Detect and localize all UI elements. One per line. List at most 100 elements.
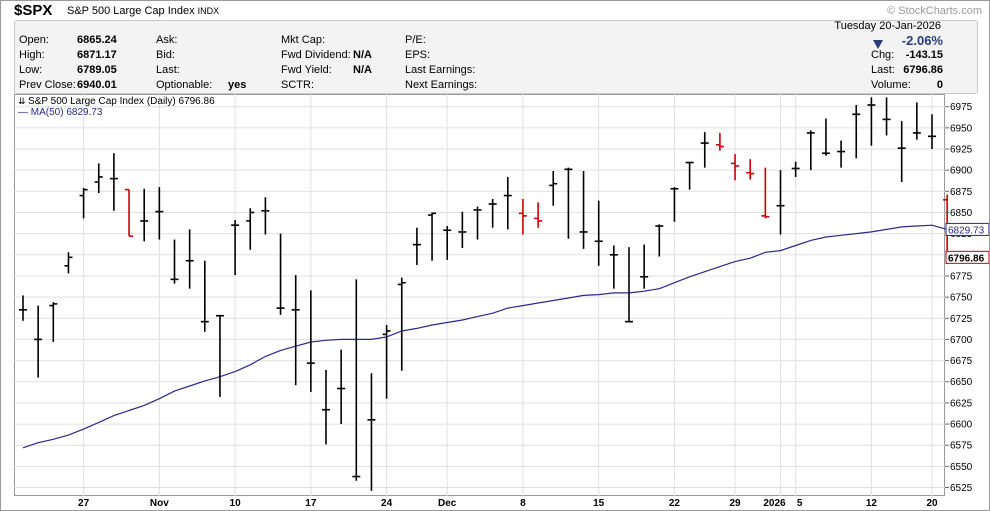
ohlc-bar: [579, 171, 588, 249]
next-earnings-label: Next Earnings:: [405, 79, 478, 91]
y-tick-label: 6650: [950, 377, 973, 388]
quote-info-panel: Open: 6865.24 High: 6871.17 Low: 6789.05…: [14, 20, 978, 94]
ma50-line: [22, 224, 948, 449]
ohlc-bar: [185, 229, 194, 289]
ohlc-bar: [367, 373, 376, 491]
bid-label: Bid:: [156, 49, 175, 61]
chg-label: Chg:: [871, 49, 895, 61]
ohlc-bar: [564, 167, 573, 239]
chg-value: -143.15: [905, 49, 943, 61]
ohlc-bar: [397, 277, 406, 371]
x-tick-label: 5: [796, 498, 803, 509]
optionable-label: Optionable:: [156, 79, 213, 91]
ohlc-bar: [776, 170, 785, 235]
ohlc-bar: [109, 153, 118, 211]
stockcharts-watermark: © StockCharts.com: [887, 5, 982, 17]
y-axis: 6525 6550 6575 6600 6625 6650 6675 6700 6725 6750…: [945, 102, 989, 494]
last-label: Last:: [156, 64, 180, 76]
ohlc-bar: [715, 132, 724, 151]
main-legend: ⇊ S&P 500 Large Cap Index (Daily) 6796.8…: [18, 96, 215, 107]
high-label: High:: [19, 49, 45, 61]
ohlc-bar: [412, 227, 421, 265]
pe-label: P/E:: [405, 34, 426, 46]
ohlc-bar: [34, 305, 43, 378]
chart-header: $SPX S&P 500 Large Cap Index INDX © Stock…: [0, 0, 990, 20]
ohlc-bar: [912, 102, 921, 140]
last-price-label: 6796.86: [948, 253, 985, 264]
ohlc-bar: [761, 167, 770, 219]
ohlc-bar: [322, 369, 330, 445]
y-tick-label: 6925: [950, 145, 973, 156]
y-tick-label: 6850: [950, 208, 973, 219]
ohlc-bar: [79, 187, 88, 219]
x-tick-label: 17: [305, 498, 317, 509]
fwd-dividend-value: N/A: [353, 49, 372, 61]
x-tick-label: 20: [926, 498, 938, 509]
ohlc-bar: [125, 188, 134, 237]
x-tick-label: 2026: [763, 498, 786, 509]
x-tick-label: 24: [381, 498, 393, 509]
ohlc-bar: [670, 187, 679, 222]
volume-value: 0: [936, 79, 943, 91]
ohlc-bar: [428, 212, 437, 261]
ohlc-bar: [488, 198, 497, 228]
y-tick-label: 6950: [950, 123, 973, 134]
ma-legend: — MA(50) 6829.73: [18, 107, 103, 118]
x-tick-label: Nov: [149, 498, 169, 509]
ohlc-bar: [276, 233, 285, 315]
down-triangle-icon: [873, 36, 883, 54]
y-tick-label: 6525: [950, 483, 973, 494]
open-label: Open:: [19, 34, 49, 46]
ask-label: Ask:: [156, 34, 178, 46]
prev-close-label: Prev Close:: [19, 79, 76, 91]
ohlc-bar: [382, 325, 391, 399]
ohlc-bar: [685, 161, 694, 190]
ohlc-bar: [140, 188, 149, 242]
last-price-tag: [945, 250, 989, 264]
x-tick-label: 22: [668, 498, 680, 509]
last2-label: Last:: [871, 64, 895, 76]
ohlc-bar: [261, 197, 270, 235]
ohlc-bar: [837, 140, 846, 168]
ohlc-bar: [19, 295, 27, 321]
x-tick-label: 27: [78, 498, 90, 509]
percent-change: -2.06%: [901, 33, 943, 48]
x-tick-label: 10: [229, 498, 241, 509]
ohlc-bar: [518, 198, 527, 235]
ohlc-bars: [19, 97, 952, 491]
volume-label: Volume:: [871, 79, 911, 91]
fwd-dividend-label: Fwd Dividend:: [281, 49, 351, 61]
company-name: S&P 500 Large Cap Index INDX: [67, 5, 219, 17]
ohlc-bar: [534, 202, 543, 228]
ticker-symbol: $SPX: [14, 2, 53, 19]
fwd-yield-value: N/A: [353, 64, 372, 76]
last2-value: 6796.86: [903, 64, 943, 76]
price-plot[interactable]: 6525 6550 6575 6600 6625 6650 6675 6700 6725 6750…: [14, 94, 989, 496]
ohlc-bar: [806, 130, 815, 171]
ohlc-bar: [897, 121, 906, 183]
sctr-label: SCTR:: [281, 79, 314, 91]
y-tick-label: 6675: [950, 356, 973, 367]
ohlc-bar: [655, 224, 664, 257]
exchange-label: INDX: [197, 6, 220, 16]
ohlc-bar: [291, 275, 300, 386]
x-tick-label: 12: [865, 498, 877, 509]
ohlc-bar: [231, 220, 240, 276]
ohlc-bar: [640, 244, 649, 289]
ohlc-bar: [352, 279, 361, 481]
ohlc-bar: [170, 239, 179, 284]
plot-border: [14, 94, 945, 496]
mkt-cap-label: Mkt Cap:: [281, 34, 326, 46]
y-tick-label: 6775: [950, 271, 973, 282]
ohlc-bar: [928, 114, 936, 150]
x-tick-label: 29: [729, 498, 741, 509]
ohlc-bar: [746, 159, 755, 180]
y-tick-label: 6900: [950, 166, 973, 177]
ma-legend-swatch: —: [18, 107, 31, 118]
y-tick-label: 6700: [950, 335, 973, 346]
ohlc-bar: [549, 171, 558, 206]
low-label: Low:: [19, 64, 43, 76]
ohlc-bar: [731, 154, 740, 181]
ohlc-bar: [200, 260, 209, 332]
ohlc-bar: [503, 176, 512, 230]
